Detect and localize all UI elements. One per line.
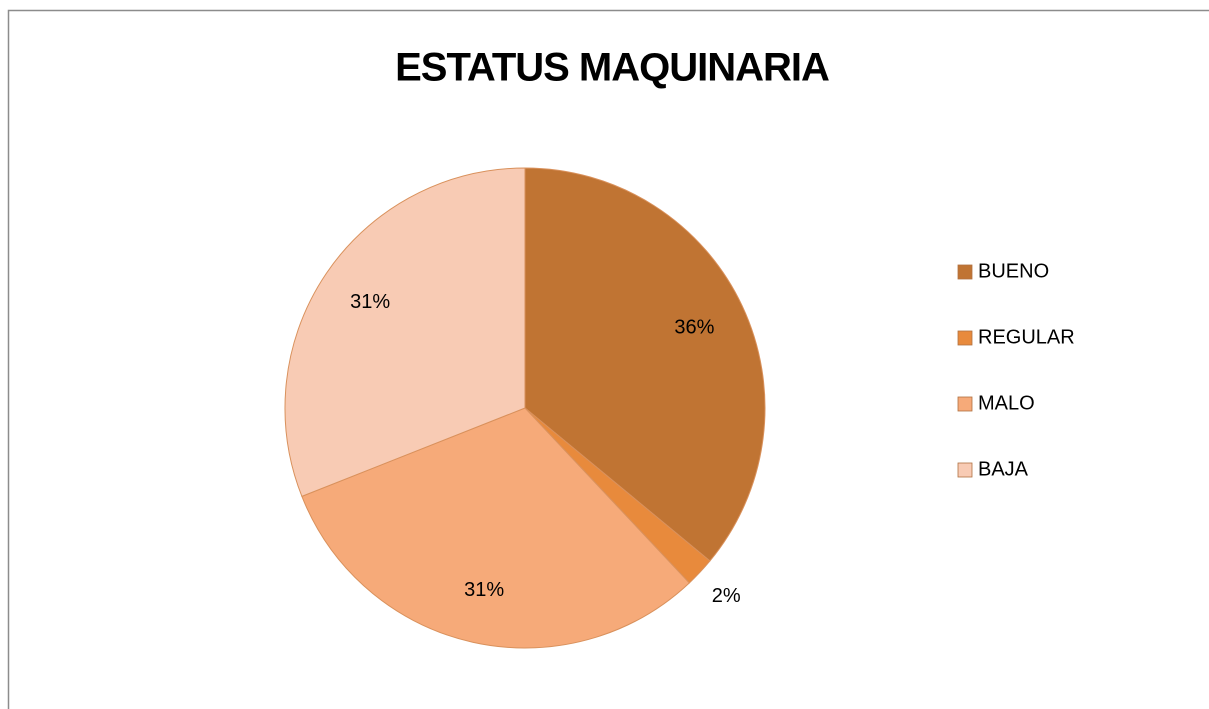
- data-label: 36%: [674, 317, 714, 339]
- legend-swatch: [957, 462, 973, 478]
- data-label: 31%: [464, 579, 504, 601]
- legend-label: MALO: [978, 392, 1035, 414]
- pie-slice: [301, 407, 690, 649]
- data-label: 31%: [350, 291, 390, 313]
- legend-swatch: [957, 330, 973, 346]
- pie-slice: [284, 167, 526, 497]
- legend-swatch: [957, 264, 973, 280]
- data-label: 2%: [712, 585, 741, 607]
- legend-label: BAJA: [978, 458, 1029, 480]
- legend-label: BUENO: [978, 260, 1049, 282]
- chart-title: ESTATUS MAQUINARIA: [395, 46, 829, 90]
- pie-slice: [524, 167, 766, 562]
- legend-swatch: [957, 396, 973, 412]
- legend-label: REGULAR: [978, 326, 1075, 348]
